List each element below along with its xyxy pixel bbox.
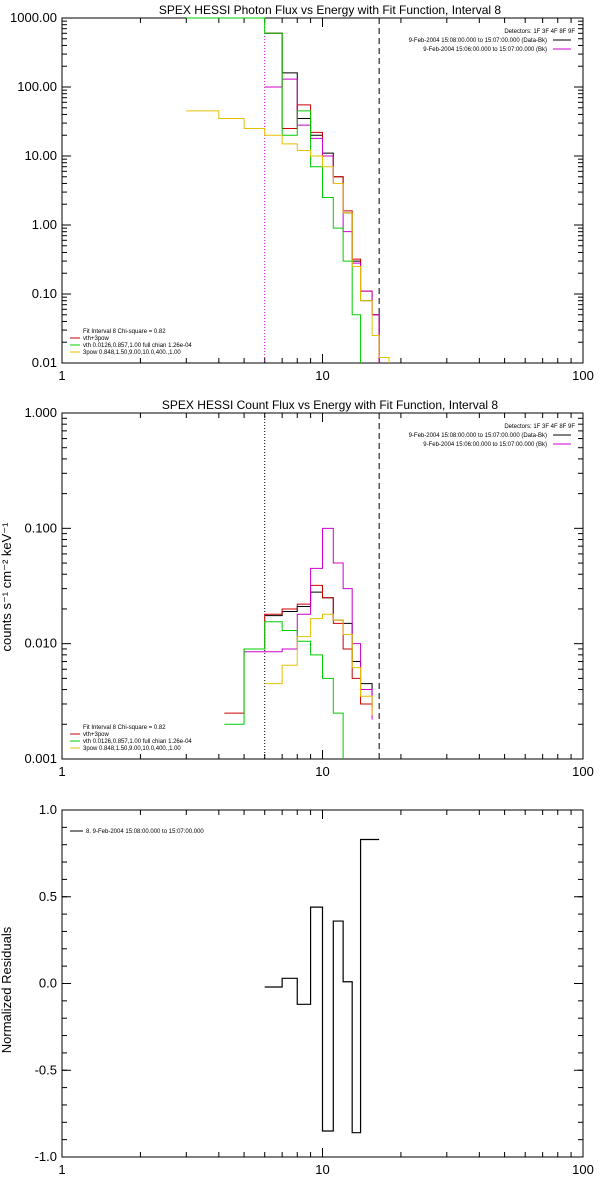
y-tick-label: 1000.00 [10,10,57,25]
y-tick-label: 1.000 [24,405,57,420]
y-tick-label: 1.00 [32,217,57,232]
photon-flux-panel: SPEX HESSI Photon Flux vs Energy with Fi… [10,3,594,383]
x-tick-label: 100 [572,1162,594,1177]
fit-legend-item: Fit Interval 8 Chi-square = 0.82 [83,329,166,335]
series-line-2 [244,527,373,720]
series-line-0 [264,591,373,708]
y-tick-label: 1.0 [39,802,57,817]
y-tick-label: 0.10 [32,286,57,301]
x-tick-label: 1 [58,764,65,779]
series-line-4 [186,110,390,363]
y-tick-label: -1.0 [35,1149,57,1164]
fit-legend-item: Fit Interval 8 Chi-square = 0.82 [83,725,166,731]
time-legend-item: 9-Feb-2004 15:06:00.000 to 15:07:00.000 … [423,47,547,53]
count-flux-title: SPEX HESSI Count Flux vs Energy with Fit… [162,398,498,412]
y-tick-label: -0.5 [35,1062,57,1077]
x-tick-label: 10 [315,1162,329,1177]
series-line-3 [186,17,362,363]
y-tick-label: 0.010 [24,636,57,651]
y-tick-label: 0.001 [24,751,57,766]
time-legend-item: 9-Feb-2004 15:08:00.000 to 15:07:00.000 … [409,433,547,439]
residuals-ylabel: Normalized Residuals [0,926,14,1053]
fit-legend-item: vth+3pow [83,732,110,738]
series-line-0 [264,838,380,1134]
y-tick-label: 10.00 [24,148,57,163]
y-tick-label: 0.01 [32,355,57,370]
x-tick-label: 10 [315,368,329,383]
y-tick-label: 0.0 [39,976,57,991]
time-legend-item: 9-Feb-2004 15:08:00.000 to 15:07:00.000 … [409,38,547,44]
x-tick-label: 1 [58,368,65,383]
time-legend-item: 9-Feb-2004 15:06:00.000 to 15:07:00.000 … [423,442,547,448]
fit-legend-item: vth 0.0126,0.857,1.00 full chian 1.26e-0… [83,343,192,349]
x-tick-label: 100 [572,368,594,383]
series-line-3 [224,621,344,759]
series-line-4 [264,613,373,716]
y-tick-label: 100.00 [17,79,57,94]
x-tick-label: 100 [572,764,594,779]
residuals-panel: Normalized Residuals 1 10 100 -1.0 -0.5 0.0 0.… [0,802,594,1177]
fit-legend-item: 3pow 0.848,1.50,9.00,10.0,400.,1.00 [83,746,181,752]
x-tick-label: 10 [315,764,329,779]
fit-legend-item: 3pow 0.848,1.50,9.00,10.0,400.,1.00 [83,350,181,356]
y-tick-label: 0.5 [39,889,57,904]
detectors-label: Detectors: 1F 3F 4F 8F 9F [504,424,575,430]
count-flux-ylabel: counts s⁻¹ cm⁻² keV⁻¹ [0,522,14,652]
count-flux-panel: SPEX HESSI Count Flux vs Energy with Fit… [0,398,594,779]
fit-legend-item: vth+3pow [83,336,110,342]
photon-flux-title: SPEX HESSI Photon Flux vs Energy with Fi… [159,3,501,17]
x-tick-label: 1 [58,1162,65,1177]
detectors-label: Detectors: 1F 3F 4F 8F 9F [504,29,575,35]
y-tick-label: 0.100 [24,520,57,535]
fit-legend-item: vth 0.0126,0.857,1.00 full chian 1.26e-0… [83,739,192,745]
residual-legend-item: 8. 9-Feb-2004 15:08:00.000 to 15:07:00.0… [86,829,204,835]
